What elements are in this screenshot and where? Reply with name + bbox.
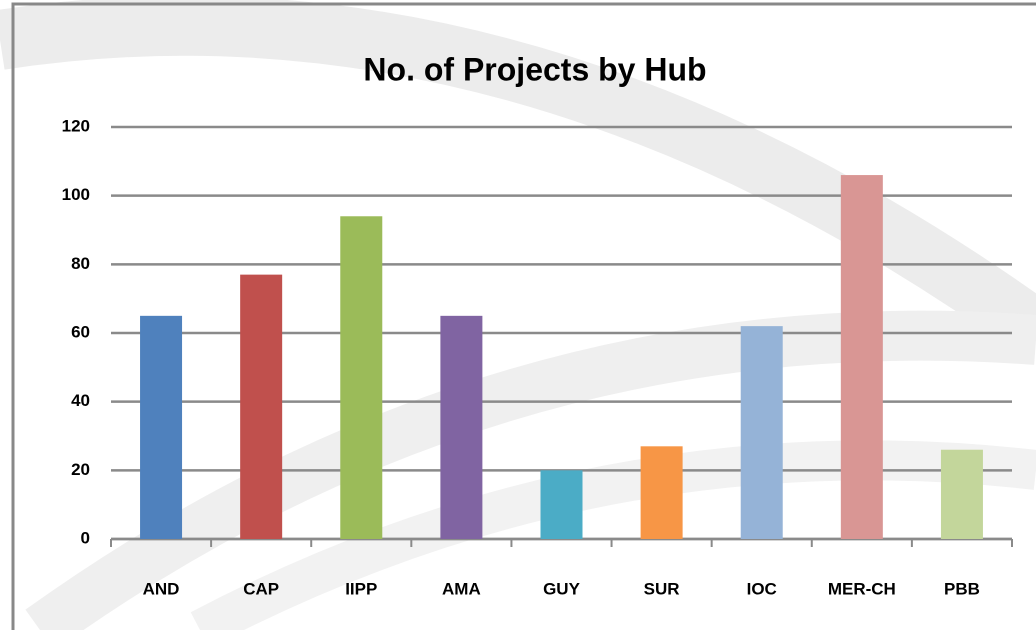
x-tick-label: GUY bbox=[543, 579, 581, 598]
decor-arc bbox=[0, 0, 1036, 355]
y-tick-label: 120 bbox=[62, 116, 90, 135]
bar bbox=[140, 315, 183, 539]
bar bbox=[740, 326, 783, 539]
y-tick-label: 20 bbox=[71, 460, 90, 479]
x-tick-label: MER-CH bbox=[828, 579, 896, 598]
y-tick-label: 60 bbox=[71, 322, 90, 341]
y-tick-label: 0 bbox=[81, 528, 90, 547]
x-tick-label: IOC bbox=[747, 579, 777, 598]
decor-arc bbox=[190, 440, 1036, 630]
x-tick-label: SUR bbox=[644, 579, 680, 598]
bar bbox=[540, 470, 583, 539]
y-tick-label: 80 bbox=[71, 254, 90, 273]
x-tick-label: IIPP bbox=[345, 579, 377, 598]
bar bbox=[940, 449, 983, 539]
x-tick-label: AMA bbox=[442, 579, 481, 598]
x-tick-label: CAP bbox=[243, 579, 279, 598]
x-tick-label: PBB bbox=[944, 579, 980, 598]
bar bbox=[440, 315, 483, 539]
bar bbox=[240, 274, 283, 539]
y-tick-label: 40 bbox=[71, 391, 90, 410]
bar bbox=[640, 446, 683, 539]
bar bbox=[340, 216, 383, 539]
chart-frame bbox=[11, 2, 1036, 630]
x-tick-label: AND bbox=[143, 579, 180, 598]
bar bbox=[840, 175, 883, 540]
y-tick-label: 100 bbox=[62, 185, 90, 204]
chart-title: No. of Projects by Hub bbox=[363, 51, 706, 87]
